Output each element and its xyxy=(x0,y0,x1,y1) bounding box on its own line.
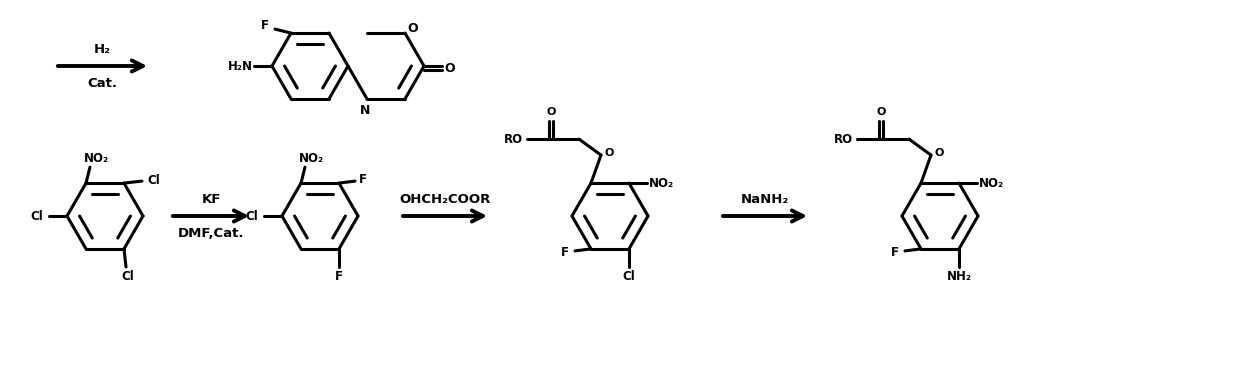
Text: NaNH₂: NaNH₂ xyxy=(740,193,789,206)
Text: F: F xyxy=(360,173,367,186)
Text: O: O xyxy=(547,107,556,117)
Text: NH₂: NH₂ xyxy=(946,270,971,283)
Text: F: F xyxy=(892,246,899,259)
Text: F: F xyxy=(335,270,343,283)
Text: H₂N: H₂N xyxy=(227,59,253,72)
Text: NO₂: NO₂ xyxy=(83,152,109,165)
Text: O: O xyxy=(604,148,614,158)
Text: Cl: Cl xyxy=(246,210,258,223)
Text: Cl: Cl xyxy=(122,270,134,283)
Text: N: N xyxy=(360,104,371,117)
Text: RO: RO xyxy=(833,132,853,145)
Text: KF: KF xyxy=(201,193,221,206)
Text: O: O xyxy=(445,62,455,75)
Text: Cl: Cl xyxy=(148,174,160,187)
Text: OHCH₂COOR: OHCH₂COOR xyxy=(399,193,491,206)
Text: NO₂: NO₂ xyxy=(299,152,324,165)
Text: DMF,Cat.: DMF,Cat. xyxy=(177,227,244,240)
Text: H₂: H₂ xyxy=(94,43,112,56)
Text: NO₂: NO₂ xyxy=(978,177,1003,190)
Text: O: O xyxy=(408,22,418,35)
Text: O: O xyxy=(877,107,885,117)
Text: F: F xyxy=(560,246,569,259)
Text: NO₂: NO₂ xyxy=(649,177,673,190)
Text: F: F xyxy=(260,19,269,32)
Text: Cat.: Cat. xyxy=(88,76,118,89)
Text: O: O xyxy=(934,148,944,158)
Text: Cl: Cl xyxy=(31,210,43,223)
Text: Cl: Cl xyxy=(622,270,635,283)
Text: RO: RO xyxy=(503,132,522,145)
